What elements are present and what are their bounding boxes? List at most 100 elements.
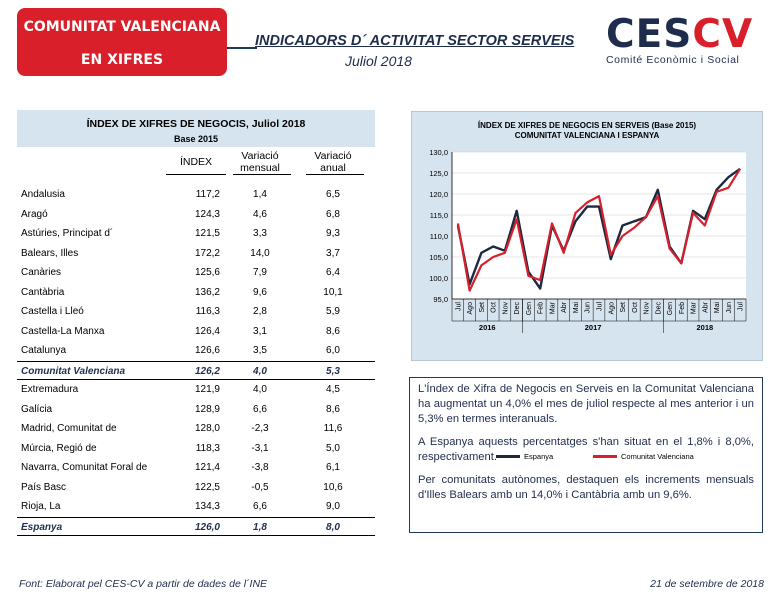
table-base-label: Base 2015 bbox=[173, 134, 219, 144]
row-annual-change: 9,3 bbox=[326, 228, 340, 239]
table-row: Astúries, Principat d´ 121,5 3,3 9,3 bbox=[17, 224, 375, 243]
column-header-annual-line1: Variació bbox=[314, 150, 352, 162]
chart-subtitle: COMUNITAT VALENCIANA I ESPANYA bbox=[514, 131, 660, 140]
row-name: Rioja, La bbox=[21, 501, 61, 512]
column-header-monthly-line2: mensual bbox=[240, 162, 280, 174]
badge-line-2: EN XIFRES bbox=[80, 52, 164, 68]
x-tick-label: Gen bbox=[526, 302, 533, 315]
row-annual-change: 4,5 bbox=[326, 384, 340, 395]
table-row: Aragó 124,3 4,6 6,8 bbox=[17, 205, 375, 224]
column-header-rule bbox=[233, 174, 291, 175]
row-name: Madrid, Comunitat de bbox=[21, 423, 117, 434]
row-annual-change: 10,6 bbox=[323, 481, 343, 493]
summary-text-box: L'Índex de Xifra de Negocis en Serveis e… bbox=[409, 377, 763, 533]
row-annual-change: 5,0 bbox=[326, 442, 340, 454]
column-header-rule bbox=[306, 174, 364, 175]
table-row: Múrcia, Regió de 118,3 -3,1 5,0 bbox=[17, 439, 375, 458]
x-tick-label: Mai bbox=[573, 302, 580, 314]
table-row: Galícia 128,9 6,6 8,6 bbox=[17, 400, 375, 419]
summary-paragraph-3: Per comunitats autònomes, destaquen els … bbox=[418, 474, 754, 501]
x-tick-label: Oct bbox=[632, 302, 639, 313]
row-name: Espanya bbox=[21, 521, 63, 533]
row-index: 116,3 bbox=[195, 306, 220, 317]
row-annual-change: 8,0 bbox=[326, 521, 340, 533]
row-index: 126,4 bbox=[194, 325, 220, 337]
row-annual-change: 9,0 bbox=[326, 501, 340, 512]
publication-date: 21 de setembre de 2018 bbox=[650, 578, 764, 590]
x-tick-label: Oct bbox=[491, 302, 498, 313]
row-monthly-change: 2,8 bbox=[253, 306, 267, 317]
y-tick-label: 125,0 bbox=[429, 169, 448, 178]
row-annual-change: 10,1 bbox=[323, 286, 343, 298]
row-name: Múrcia, Regió de bbox=[21, 442, 97, 454]
legend-label-espanya: Espanya bbox=[524, 452, 554, 461]
region-badge: COMUNITAT VALENCIANA EN XIFRES bbox=[17, 8, 227, 76]
year-label: 2016 bbox=[479, 323, 496, 332]
table-row: Comunitat Valenciana 126,2 4,0 5,3 bbox=[17, 360, 375, 380]
row-monthly-change: 7,9 bbox=[253, 267, 267, 278]
row-monthly-change: 4,6 bbox=[253, 208, 267, 220]
x-tick-label: Jul bbox=[455, 302, 462, 311]
plot-area bbox=[452, 152, 746, 299]
row-name: Castella i Lleó bbox=[21, 306, 84, 317]
y-tick-label: 120,0 bbox=[429, 190, 448, 199]
page-subtitle: Juliol 2018 bbox=[345, 53, 412, 69]
row-name: Extremadura bbox=[21, 384, 79, 395]
row-annual-change: 3,7 bbox=[326, 247, 340, 259]
x-tick-label: Mai bbox=[714, 302, 721, 314]
row-name: Castella-La Manxa bbox=[21, 325, 105, 337]
table-row: Navarra, Comunitat Foral de 121,4 -3,8 6,1 bbox=[17, 458, 375, 477]
chart-title: ÍNDEX DE XIFRES DE NEGOCIS EN SERVEIS (B… bbox=[477, 121, 697, 130]
row-monthly-change: 3,1 bbox=[253, 325, 267, 337]
summary-paragraph-2: A Espanya aquests percentatges s'han sit… bbox=[418, 436, 754, 463]
column-header-annual: Variació anual bbox=[302, 150, 364, 174]
row-monthly-change: -2,3 bbox=[251, 423, 269, 434]
row-annual-change: 6,4 bbox=[326, 267, 340, 278]
row-annual-change: 11,6 bbox=[323, 423, 343, 434]
row-name: Astúries, Principat d´ bbox=[21, 228, 114, 239]
x-tick-label: Dec bbox=[655, 302, 662, 315]
row-monthly-change: 1,4 bbox=[253, 189, 267, 200]
table-row: Espanya 126,0 1,8 8,0 bbox=[17, 516, 375, 536]
row-index: 125,6 bbox=[194, 267, 220, 278]
y-tick-label: 100,0 bbox=[429, 274, 448, 283]
x-tick-label: Set bbox=[479, 302, 486, 313]
row-annual-change: 8,6 bbox=[326, 325, 340, 337]
table-row: Castella i Lleó 116,3 2,8 5,9 bbox=[17, 302, 375, 321]
line-chart: ÍNDEX DE XIFRES DE NEGOCIS EN SERVEIS (B… bbox=[411, 111, 763, 461]
row-name: Catalunya bbox=[21, 345, 67, 356]
row-index: 126,2 bbox=[194, 365, 220, 377]
row-index: 172,2 bbox=[194, 247, 220, 259]
x-tick-label: Abr bbox=[702, 301, 709, 313]
x-tick-label: Jul bbox=[597, 302, 604, 311]
x-tick-label: Nov bbox=[644, 302, 651, 315]
row-index: 122,5 bbox=[194, 481, 220, 493]
row-monthly-change: -0,5 bbox=[251, 481, 269, 493]
legend-swatch-cv bbox=[593, 455, 617, 458]
table-row: Extremadura 121,9 4,0 4,5 bbox=[17, 380, 375, 399]
x-tick-label: Nov bbox=[502, 302, 509, 315]
table-row: País Basc 122,5 -0,5 10,6 bbox=[17, 478, 375, 497]
row-index: 126,0 bbox=[194, 521, 220, 533]
x-tick-label: Jun bbox=[726, 302, 733, 313]
row-name: Comunitat Valenciana bbox=[21, 365, 126, 377]
x-tick-label: Feb bbox=[538, 302, 545, 314]
chart-plot: 95,0 100,0 105,0 110,0 115,0 120,0 125,0 130,0 J… bbox=[429, 148, 747, 333]
y-tick-label: 115,0 bbox=[430, 211, 448, 220]
row-index: 126,6 bbox=[194, 345, 220, 356]
row-index: 121,4 bbox=[194, 462, 220, 473]
row-annual-change: 6,8 bbox=[326, 208, 340, 220]
x-tick-label: Jul bbox=[738, 302, 745, 311]
table-row: Madrid, Comunitat de 128,0 -2,3 11,6 bbox=[17, 419, 375, 438]
y-tick-label: 105,0 bbox=[429, 253, 448, 262]
row-index: 118,3 bbox=[195, 442, 220, 454]
row-name: Galícia bbox=[21, 403, 53, 415]
row-annual-change: 6,1 bbox=[326, 462, 340, 473]
x-tick-label: Feb bbox=[679, 302, 686, 314]
cescv-logo: CESCV Comité Econòmic i Social bbox=[606, 15, 766, 67]
source-note: Font: Elaborat pel CES-CV a partir de da… bbox=[19, 578, 268, 590]
table-row: Balears, Illes 172,2 14,0 3,7 bbox=[17, 244, 375, 263]
table-row: Rioja, La 134,3 6,6 9,0 bbox=[17, 497, 375, 516]
year-label: 2018 bbox=[696, 323, 713, 332]
column-header-monthly-line1: Variació bbox=[241, 150, 279, 162]
